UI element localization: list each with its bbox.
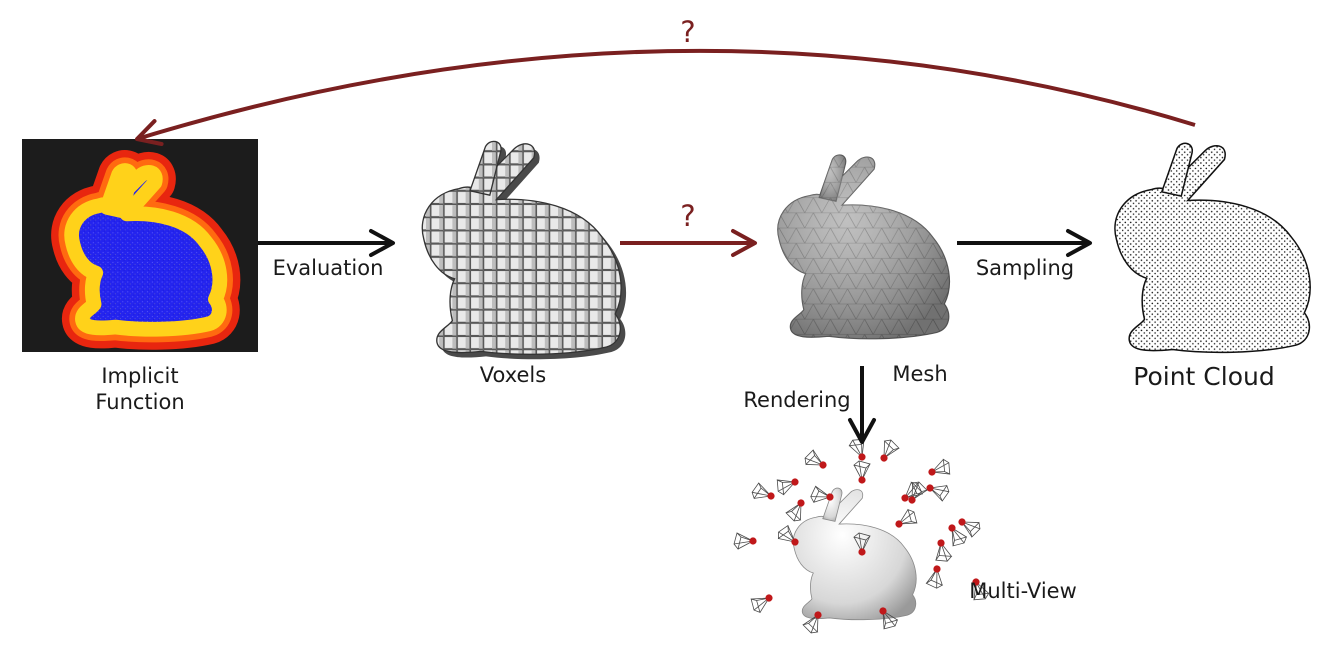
camera-position-dot — [797, 499, 805, 507]
implicit-function-node: Implicit Function — [22, 139, 258, 414]
voxels-node: Voxels — [421, 140, 627, 387]
camera-icon — [802, 611, 822, 634]
camera-rig — [733, 438, 990, 634]
camera-icon — [751, 482, 775, 500]
camera-icon — [880, 439, 900, 462]
point-cloud-node: Point Cloud — [1114, 142, 1311, 391]
camera-icon — [853, 532, 871, 556]
camera-icon — [935, 539, 953, 562]
camera-icon — [804, 449, 827, 469]
camera-position-dot — [926, 484, 934, 492]
voxels-image — [421, 140, 627, 360]
voxels-to-mesh-question-mark: ? — [680, 199, 695, 233]
camera-icon — [928, 458, 951, 476]
rendering-label: Rendering — [743, 388, 850, 412]
camera-position-dot — [819, 461, 827, 469]
camera-icon — [908, 481, 928, 504]
camera-position-dot — [814, 611, 822, 619]
camera-icon — [777, 524, 799, 546]
camera-icon — [972, 578, 990, 601]
camera-position-dot — [749, 537, 757, 545]
camera-icon — [958, 518, 981, 538]
camera-icon — [750, 594, 773, 614]
camera-icon — [733, 532, 757, 550]
camera-icon — [925, 565, 944, 589]
camera-icon — [848, 438, 866, 461]
evaluation-label: Evaluation — [273, 256, 384, 280]
camera-icon — [810, 485, 834, 504]
multi-view-label: Multi-View — [969, 579, 1077, 603]
camera-position-dot — [765, 594, 773, 602]
camera-position-dot — [767, 492, 775, 500]
camera-icon — [926, 484, 950, 502]
camera-position-dot — [937, 539, 945, 547]
point-cloud-to-implicit-edge: ? — [135, 15, 1196, 147]
camera-icon — [901, 481, 924, 502]
implicit-function-label-line-2: Function — [95, 390, 184, 414]
camera-position-dot — [791, 538, 799, 546]
camera-position-dot — [858, 476, 866, 484]
point-cloud-image — [1114, 142, 1311, 354]
camera-position-dot — [948, 524, 956, 532]
camera-position-dot — [880, 454, 888, 462]
camera-position-dot — [933, 565, 941, 573]
camera-position-dot — [928, 468, 936, 476]
point-cloud-to-implicit-arrow — [135, 48, 1196, 147]
camera-position-dot — [901, 494, 909, 502]
rendering-edge: Rendering — [743, 366, 876, 444]
camera-position-dot — [858, 548, 866, 556]
camera-position-dot — [908, 496, 916, 504]
mesh-image — [777, 154, 951, 340]
multi-view-node: Multi-View — [733, 438, 1077, 634]
camera-position-dot — [895, 520, 903, 528]
camera-position-dot — [826, 493, 834, 501]
camera-icon — [853, 460, 871, 484]
mesh-label: Mesh — [892, 362, 947, 386]
voxels-label: Voxels — [480, 363, 546, 387]
camera-icon — [776, 478, 799, 496]
point-cloud-to-implicit-question-mark: ? — [680, 15, 695, 49]
multi-view-image — [733, 438, 990, 634]
point-cloud-label: Point Cloud — [1133, 362, 1274, 391]
camera-icon — [785, 499, 805, 522]
camera-position-dot — [791, 478, 799, 486]
evaluation-edge: Evaluation — [258, 229, 395, 280]
camera-position-dot — [972, 578, 980, 586]
camera-icon — [895, 508, 918, 528]
mesh-node: Mesh — [777, 154, 951, 386]
camera-position-dot — [958, 518, 966, 526]
camera-position-dot — [858, 453, 866, 461]
camera-position-dot — [879, 607, 887, 615]
voxels-to-mesh-edge: ? — [620, 199, 757, 257]
sampling-edge: Sampling — [957, 229, 1092, 280]
sampling-label: Sampling — [976, 256, 1074, 280]
camera-icon — [948, 524, 968, 547]
camera-icon — [879, 607, 899, 630]
implicit-function-label-line-1: Implicit — [101, 364, 178, 388]
